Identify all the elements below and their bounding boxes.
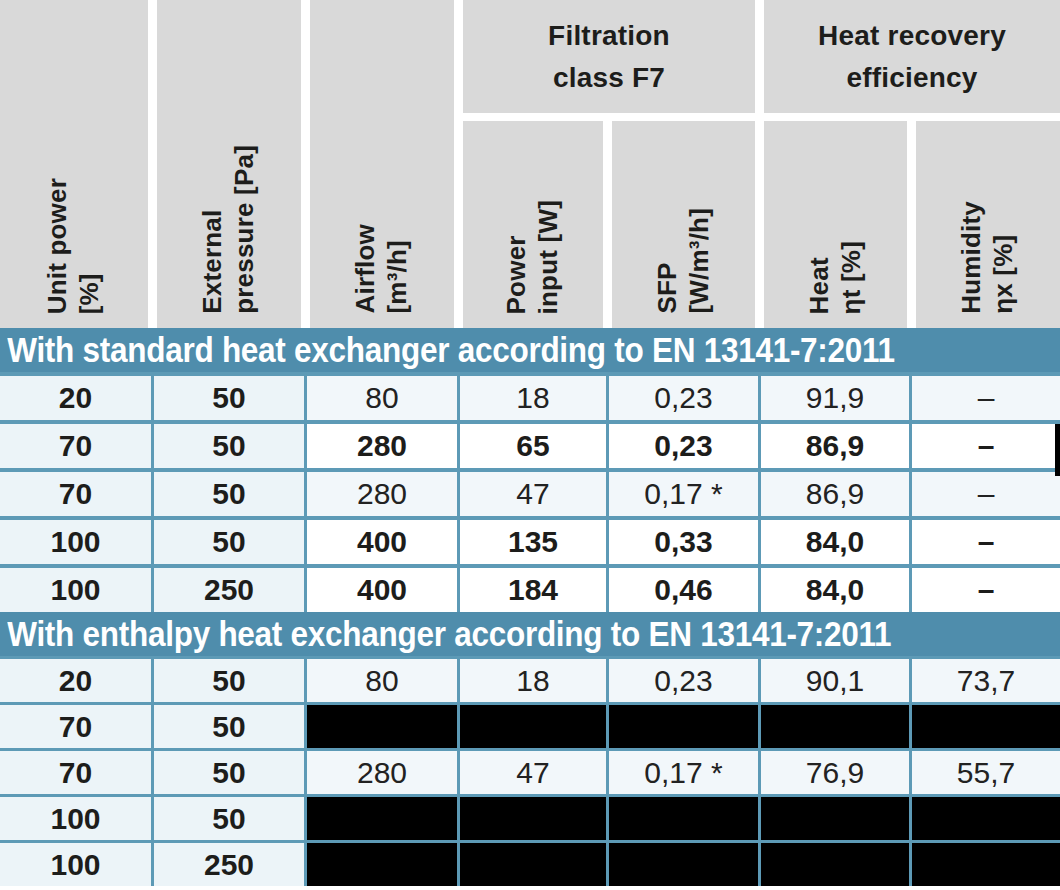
redacted-cell [912, 797, 1060, 840]
table-cell: 50 [154, 424, 304, 468]
table-cell: 250 [154, 843, 304, 886]
table-cell: 55,7 [912, 751, 1060, 794]
table-cell: 50 [154, 520, 304, 564]
table-cell: 50 [154, 472, 304, 516]
column-header-external-pressure: External pressure [Pa] [157, 0, 301, 328]
table-cell: 0,17 * [609, 472, 758, 516]
column-header-label: SFP [W/m³/h] [652, 208, 715, 314]
group-header-label: Heat recovery efficiency [818, 15, 1006, 99]
table-cell: 70 [0, 472, 151, 516]
standard-exchanger-rows: 205080180,2391,9–7050280650,2386,9–70502… [0, 372, 1060, 612]
table-cell: 50 [154, 376, 304, 420]
table-cell: 18 [460, 376, 606, 420]
redacted-cell [912, 843, 1060, 886]
table-cell: 100 [0, 520, 151, 564]
table-cell: 280 [307, 751, 457, 794]
redacted-cell [609, 705, 758, 748]
table-cell: 0,33 [609, 520, 758, 564]
table-cell: – [912, 424, 1060, 468]
table-cell: 50 [154, 751, 304, 794]
table-cell: 73,7 [912, 659, 1060, 702]
table-cell: 135 [460, 520, 606, 564]
table-cell: 70 [0, 424, 151, 468]
table-cell: 280 [307, 472, 457, 516]
redacted-cell [307, 843, 457, 886]
column-header-label: Heat ηt [%] [804, 241, 867, 314]
table-cell: 47 [460, 472, 606, 516]
table-cell: 280 [307, 424, 457, 468]
table-cell: 0,46 [609, 568, 758, 612]
redacted-cell [460, 705, 606, 748]
table-cell: 80 [307, 659, 457, 702]
redacted-cell [912, 705, 1060, 748]
column-header-power-input: Power input [W] [463, 121, 603, 328]
group-header-label: Filtration class F7 [548, 15, 670, 99]
section-header-title: With standard heat exchanger according t… [0, 330, 895, 370]
row-highlight-marker [1055, 424, 1060, 476]
redacted-cell [761, 797, 909, 840]
enthalpy-exchanger-rows: 205080180,2390,173,770507050280470,17 *7… [0, 656, 1060, 886]
table-cell: 100 [0, 843, 151, 886]
table-cell: – [912, 568, 1060, 612]
redacted-cell [761, 843, 909, 886]
column-header-unit-power: Unit power [%] [0, 0, 148, 328]
redacted-cell [609, 843, 758, 886]
table-cell: 100 [0, 568, 151, 612]
table-cell: 250 [154, 568, 304, 612]
table-cell: 70 [0, 705, 151, 748]
table-cell: 100 [0, 797, 151, 840]
redacted-cell [307, 705, 457, 748]
column-header-sfp: SFP [W/m³/h] [612, 121, 755, 328]
group-header-filtration-class: Filtration class F7 [463, 0, 755, 113]
redacted-cell [460, 797, 606, 840]
spec-table: Unit power [%] External pressure [Pa] Ai… [0, 0, 1060, 890]
table-cell: 400 [307, 568, 457, 612]
table-cell: 20 [0, 659, 151, 702]
table-cell: 76,9 [761, 751, 909, 794]
table-header: Unit power [%] External pressure [Pa] Ai… [0, 0, 1060, 328]
table-cell: – [912, 520, 1060, 564]
column-header-heat-efficiency: Heat ηt [%] [764, 121, 907, 328]
column-header-humidity-efficiency: Humidity ηx [%] [916, 121, 1060, 328]
redacted-cell [307, 797, 457, 840]
table-cell: – [912, 472, 1060, 516]
table-cell: 20 [0, 376, 151, 420]
table-cell: 84,0 [761, 568, 909, 612]
column-header-label: Humidity ηx [%] [956, 201, 1019, 314]
table-cell: 0,17 * [609, 751, 758, 794]
table-cell: 0,23 [609, 376, 758, 420]
table-cell: 50 [154, 659, 304, 702]
table-cell: 50 [154, 797, 304, 840]
column-header-label: External pressure [Pa] [197, 145, 260, 314]
table-cell: 80 [307, 376, 457, 420]
redacted-cell [761, 705, 909, 748]
table-cell: 0,23 [609, 424, 758, 468]
table-cell: 50 [154, 705, 304, 748]
table-cell: 65 [460, 424, 606, 468]
column-header-label: Airflow [m³/h] [350, 224, 413, 314]
section-header-standard-exchanger: With standard heat exchanger according t… [0, 328, 1060, 372]
column-header-airflow: Airflow [m³/h] [310, 0, 454, 328]
table-cell: 70 [0, 751, 151, 794]
table-cell: 84,0 [761, 520, 909, 564]
section-header-title: With enthalpy heat exchanger according t… [0, 614, 891, 654]
table-cell: 90,1 [761, 659, 909, 702]
section-header-enthalpy-exchanger: With enthalpy heat exchanger according t… [0, 612, 1060, 656]
table-cell: 86,9 [761, 472, 909, 516]
table-cell: 400 [307, 520, 457, 564]
table-cell: 47 [460, 751, 606, 794]
table-cell: 86,9 [761, 424, 909, 468]
table-cell: – [912, 376, 1060, 420]
redacted-cell [609, 797, 758, 840]
column-header-label: Power input [W] [501, 200, 564, 314]
table-cell: 18 [460, 659, 606, 702]
redacted-cell [460, 843, 606, 886]
table-cell: 184 [460, 568, 606, 612]
table-cell: 91,9 [761, 376, 909, 420]
column-header-label: Unit power [%] [42, 178, 105, 314]
table-cell: 0,23 [609, 659, 758, 702]
group-header-heat-recovery: Heat recovery efficiency [764, 0, 1060, 113]
